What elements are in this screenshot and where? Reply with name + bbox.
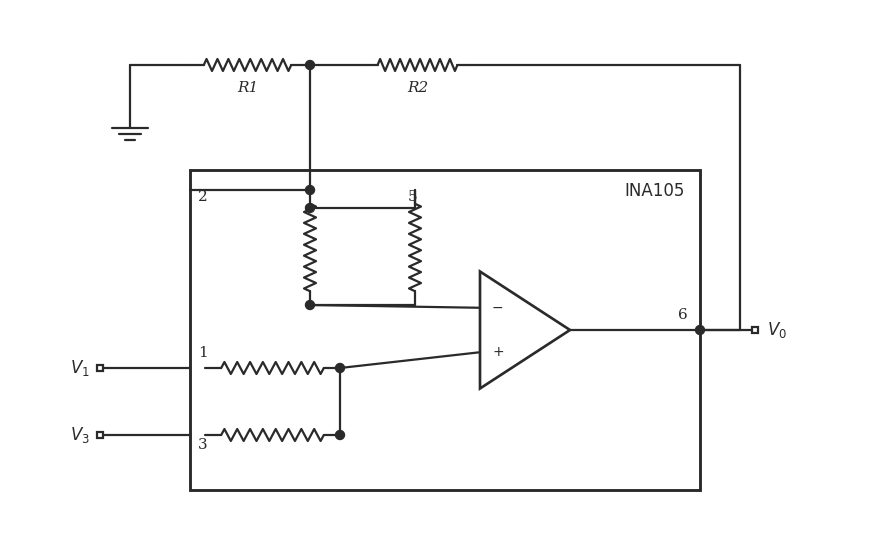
Bar — [97, 365, 103, 371]
Text: 5: 5 — [408, 190, 418, 204]
Text: R1: R1 — [237, 81, 258, 95]
Circle shape — [336, 431, 344, 440]
Circle shape — [306, 185, 315, 195]
Text: $V_0$: $V_0$ — [767, 320, 787, 340]
Circle shape — [336, 364, 344, 373]
Circle shape — [695, 326, 705, 335]
Text: $V_3$: $V_3$ — [70, 425, 90, 445]
Circle shape — [306, 204, 315, 213]
Circle shape — [306, 61, 315, 69]
Text: INA105: INA105 — [625, 182, 685, 200]
Circle shape — [306, 301, 315, 310]
Text: 1: 1 — [198, 346, 208, 360]
Text: 2: 2 — [198, 190, 208, 204]
Text: 6: 6 — [678, 308, 688, 322]
Bar — [97, 432, 103, 438]
Bar — [752, 327, 758, 333]
Text: $V_1$: $V_1$ — [70, 358, 90, 378]
Text: +: + — [492, 345, 504, 359]
Text: 3: 3 — [198, 438, 208, 452]
Bar — [190, 170, 700, 490]
Text: −: − — [492, 301, 504, 315]
Text: R2: R2 — [407, 81, 428, 95]
